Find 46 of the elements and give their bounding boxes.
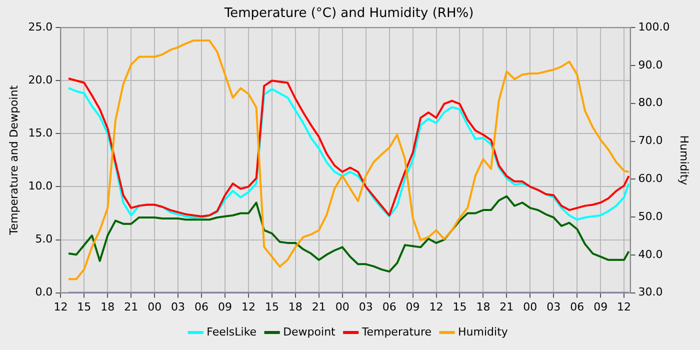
x-tick-label: 12 <box>241 300 256 314</box>
x-tick-label: 21 <box>124 300 138 314</box>
y-tick-label: 15.0 <box>28 126 53 140</box>
y2-tick-label: 100.0 <box>638 20 670 34</box>
x-tick-label: 15 <box>264 300 279 314</box>
x-tick-label: 00 <box>148 300 162 314</box>
chart-title: Temperature (°C) and Humidity (RH%) <box>223 6 474 22</box>
legend-label: Temperature <box>360 325 432 338</box>
x-tick-label: 09 <box>218 300 232 314</box>
y2-tick-label: 90.0 <box>638 58 663 72</box>
legend-label: FeelsLike <box>206 325 257 338</box>
x-tick-label: 03 <box>358 300 373 314</box>
x-tick-label: 09 <box>406 300 420 314</box>
legend-label: Humidity <box>458 325 508 338</box>
x-tick-label: 12 <box>54 300 68 314</box>
x-tick-label: 15 <box>77 300 92 314</box>
x-tick-label: 21 <box>500 300 514 314</box>
y2-tick-label: 60.0 <box>638 172 663 185</box>
y-tick-label: 0.0 <box>35 286 53 299</box>
y2-tick-label: 80.0 <box>638 96 663 110</box>
y-tick-label: 10.0 <box>28 180 53 193</box>
y2-tick-label: 50.0 <box>638 210 663 223</box>
x-tick-label: 12 <box>429 300 444 314</box>
x-tick-label: 06 <box>382 300 396 314</box>
x-tick-label: 03 <box>171 300 186 314</box>
y-axis-title: Temperature and Dewpoint <box>7 84 20 236</box>
x-tick-label: 18 <box>288 300 302 314</box>
x-tick-label: 03 <box>546 300 561 314</box>
x-tick-label: 06 <box>570 300 584 314</box>
x-tick-label: 06 <box>194 300 209 314</box>
legend-label: Dewpoint <box>283 325 336 338</box>
y-tick-label: 25.0 <box>28 20 53 34</box>
y-tick-label: 5.0 <box>35 232 53 246</box>
y2-tick-label: 40.0 <box>638 248 663 261</box>
y2-tick-label: 30.0 <box>638 286 663 299</box>
y2-tick-label: 70.0 <box>638 134 663 148</box>
y2-axis-title: Humidity <box>678 135 691 186</box>
x-tick-label: 09 <box>594 300 608 314</box>
x-tick-label: 18 <box>100 300 115 314</box>
x-tick-label: 00 <box>523 300 538 314</box>
x-tick-label: 18 <box>476 300 490 314</box>
x-tick-label: 12 <box>617 300 632 314</box>
x-tick-label: 21 <box>312 300 326 314</box>
y-tick-label: 20.0 <box>28 74 53 86</box>
x-tick-label: 00 <box>335 300 350 314</box>
x-tick-label: 15 <box>452 300 467 314</box>
